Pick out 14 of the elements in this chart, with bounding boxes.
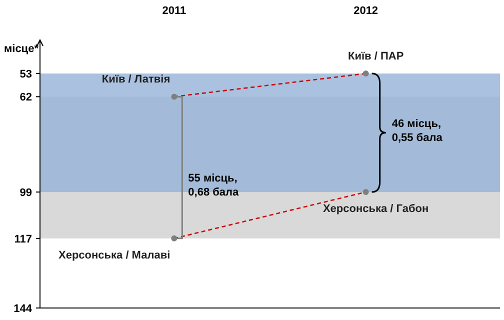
x-tick-label: 2012 [354, 5, 378, 17]
annotation: Київ / Латвія [102, 74, 170, 86]
annotation: Херсонська / Малаві [58, 249, 170, 262]
y-tick-label: 53 [20, 68, 32, 80]
x-tick-label: 2011 [162, 5, 186, 17]
annotation: Херсонська / Габон [322, 203, 429, 216]
y-tick-label: 99 [20, 187, 32, 200]
y-tick-label: 144 [14, 303, 33, 315]
annotation: 55 місць, 0,68 бала [188, 172, 240, 199]
y-tick-label: 117 [14, 233, 32, 246]
annotation: Київ / ПАР [348, 50, 404, 62]
y-axis-title: місце* [4, 43, 40, 55]
annotation: 46 місць, 0,55 бала [392, 118, 444, 144]
y-tick-label: 62 [20, 92, 32, 104]
